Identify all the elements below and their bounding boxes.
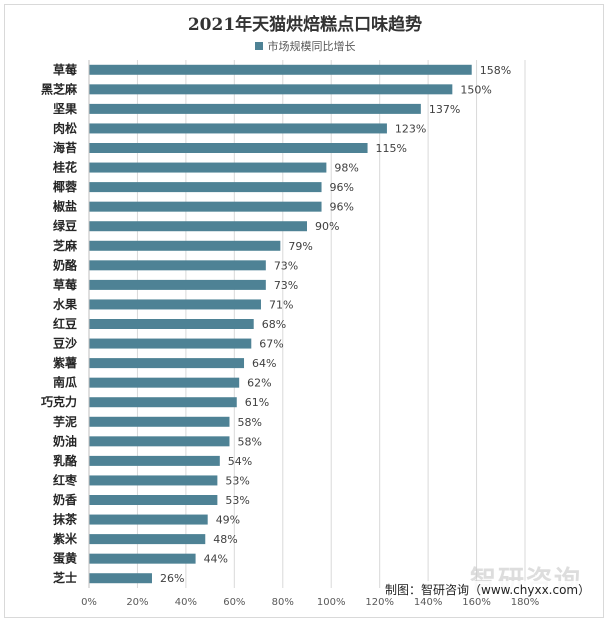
chart-frame xyxy=(4,4,604,618)
data-label: 137% xyxy=(429,103,460,116)
bar xyxy=(89,260,266,271)
bar xyxy=(89,201,322,212)
category-label: 南瓜 xyxy=(53,375,77,390)
bar xyxy=(89,162,327,173)
category-label: 水果 xyxy=(53,296,77,311)
x-tick-label: 140% xyxy=(414,597,443,608)
data-label: 71% xyxy=(269,298,293,311)
bar xyxy=(89,455,220,466)
category-label: 芋泥 xyxy=(53,414,77,429)
category-label: 紫米 xyxy=(53,531,78,546)
category-label: 海苔 xyxy=(53,140,77,155)
data-label: 98% xyxy=(334,162,358,175)
legend-swatch xyxy=(254,42,263,50)
data-label: 44% xyxy=(204,553,228,566)
bar xyxy=(89,182,322,193)
category-label: 抹茶 xyxy=(53,512,78,527)
data-label: 53% xyxy=(225,494,249,507)
legend-label: 市场规模同比增长 xyxy=(267,40,356,53)
category-label: 坚果 xyxy=(53,102,77,116)
data-label: 68% xyxy=(262,318,286,331)
bar xyxy=(89,240,281,251)
data-label: 73% xyxy=(274,259,298,272)
category-label: 乳酪 xyxy=(53,453,78,468)
category-label: 巧克力 xyxy=(41,394,77,409)
data-label: 58% xyxy=(237,416,261,429)
category-label: 椒盐 xyxy=(53,199,77,214)
bar xyxy=(89,338,252,349)
category-label: 黑芝麻 xyxy=(41,81,78,96)
x-tick-label: 40% xyxy=(175,597,197,608)
bar xyxy=(89,377,240,388)
data-label: 64% xyxy=(252,357,276,370)
bar xyxy=(89,397,237,408)
data-label: 158% xyxy=(480,64,511,77)
data-label: 49% xyxy=(216,514,240,527)
bar xyxy=(89,514,208,525)
x-tick-label: 180% xyxy=(511,597,540,608)
data-label: 62% xyxy=(247,377,271,390)
bar xyxy=(89,103,421,114)
category-label: 草莓 xyxy=(53,62,77,77)
x-tick-label: 0% xyxy=(81,597,97,608)
data-label: 73% xyxy=(274,279,298,292)
source-note: 制图：智研咨询（www.chyxx.com） xyxy=(385,581,591,598)
category-label: 奶酪 xyxy=(53,257,78,272)
bar xyxy=(89,436,230,447)
data-label: 150% xyxy=(460,83,491,96)
bar xyxy=(89,279,266,290)
category-label: 豆沙 xyxy=(53,337,77,351)
x-tick-label: 20% xyxy=(126,597,148,608)
category-label: 紫薯 xyxy=(53,355,77,370)
bar xyxy=(89,573,152,584)
chart-legend: 市场规模同比增长 xyxy=(0,38,610,54)
category-label: 芝麻 xyxy=(53,238,78,253)
data-label: 53% xyxy=(225,474,249,487)
x-tick-label: 120% xyxy=(365,597,394,608)
bar xyxy=(89,143,368,153)
data-label: 79% xyxy=(288,240,312,253)
bar xyxy=(89,475,218,486)
bar xyxy=(89,553,196,564)
bar xyxy=(89,319,254,329)
bar xyxy=(89,416,230,427)
data-label: 96% xyxy=(330,181,354,194)
bar xyxy=(89,123,387,134)
data-label: 54% xyxy=(228,455,252,468)
chart-title: 2021年天猫烘焙糕点口味趋势 xyxy=(187,15,423,35)
data-label: 123% xyxy=(395,122,426,135)
bar xyxy=(89,534,206,545)
category-label: 椰蓉 xyxy=(53,179,78,194)
bar xyxy=(89,358,245,369)
category-label: 奶油 xyxy=(53,433,77,448)
category-label: 红枣 xyxy=(53,472,78,487)
category-label: 奶香 xyxy=(53,492,77,507)
x-tick-label: 80% xyxy=(272,597,294,608)
bar xyxy=(89,64,472,75)
category-label: 桂花 xyxy=(52,160,77,175)
bar xyxy=(89,495,218,505)
category-label: 肉松 xyxy=(53,120,77,135)
category-label: 绿豆 xyxy=(53,218,77,233)
bar xyxy=(89,84,453,95)
bar xyxy=(89,221,307,232)
data-label: 115% xyxy=(376,142,407,155)
x-tick-label: 160% xyxy=(462,597,491,608)
data-label: 90% xyxy=(315,220,339,233)
x-tick-label: 100% xyxy=(317,597,346,608)
category-label: 蛋黄 xyxy=(53,551,77,566)
category-label: 草莓 xyxy=(53,277,77,292)
category-label: 芝士 xyxy=(53,570,77,585)
data-label: 48% xyxy=(213,533,237,546)
data-label: 26% xyxy=(160,572,184,585)
data-label: 58% xyxy=(237,435,261,448)
bar xyxy=(89,299,261,310)
data-label: 96% xyxy=(330,201,354,214)
data-label: 67% xyxy=(259,338,283,351)
data-label: 61% xyxy=(245,396,269,409)
x-tick-label: 60% xyxy=(223,597,245,608)
category-label: 红豆 xyxy=(53,316,77,331)
